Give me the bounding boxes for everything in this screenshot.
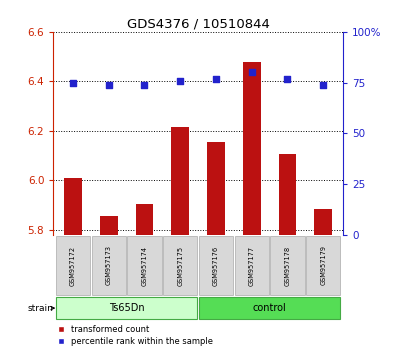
Point	[284, 76, 291, 81]
Bar	[207, 142, 225, 235]
Point	[320, 82, 326, 87]
Text: GSM957176: GSM957176	[213, 245, 219, 286]
FancyBboxPatch shape	[56, 235, 90, 295]
Text: control: control	[253, 303, 286, 313]
FancyBboxPatch shape	[199, 297, 340, 319]
Bar	[243, 62, 261, 235]
Bar	[135, 204, 153, 235]
Bar	[100, 216, 118, 235]
Point	[141, 82, 148, 87]
Point	[70, 80, 76, 85]
FancyBboxPatch shape	[163, 235, 198, 295]
Bar	[314, 209, 332, 235]
Text: GSM957174: GSM957174	[141, 245, 147, 286]
Legend: transformed count, percentile rank within the sample: transformed count, percentile rank withi…	[58, 325, 213, 346]
Bar	[171, 127, 189, 235]
Title: GDS4376 / 10510844: GDS4376 / 10510844	[127, 18, 269, 31]
FancyBboxPatch shape	[56, 297, 198, 319]
Bar	[278, 154, 296, 235]
Text: GSM957178: GSM957178	[284, 245, 290, 286]
Point	[177, 78, 183, 84]
FancyBboxPatch shape	[92, 235, 126, 295]
Point	[105, 82, 112, 87]
Text: GSM957172: GSM957172	[70, 245, 76, 286]
FancyBboxPatch shape	[235, 235, 269, 295]
Point	[213, 76, 219, 81]
Text: strain: strain	[27, 304, 53, 313]
FancyBboxPatch shape	[306, 235, 340, 295]
Text: GSM957177: GSM957177	[249, 245, 255, 286]
Text: GSM957173: GSM957173	[106, 245, 112, 285]
Text: GSM957175: GSM957175	[177, 245, 183, 286]
Bar	[64, 178, 82, 235]
FancyBboxPatch shape	[127, 235, 162, 295]
Point	[248, 70, 255, 75]
Text: GSM957179: GSM957179	[320, 245, 326, 285]
FancyBboxPatch shape	[270, 235, 305, 295]
Text: Ts65Dn: Ts65Dn	[109, 303, 145, 313]
FancyBboxPatch shape	[199, 235, 233, 295]
